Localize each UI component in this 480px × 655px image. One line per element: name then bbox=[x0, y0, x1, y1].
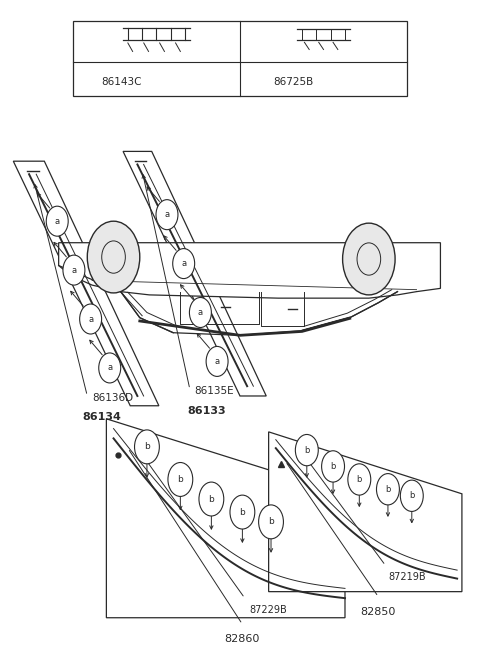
Text: b: b bbox=[304, 445, 310, 455]
Text: b: b bbox=[409, 491, 415, 500]
Text: 82850: 82850 bbox=[360, 607, 396, 616]
Circle shape bbox=[190, 297, 211, 328]
Text: 86143C: 86143C bbox=[102, 77, 142, 86]
Text: 86133: 86133 bbox=[188, 405, 226, 415]
Text: b: b bbox=[259, 77, 264, 86]
Text: 86136D: 86136D bbox=[92, 392, 133, 403]
Circle shape bbox=[259, 505, 283, 539]
Circle shape bbox=[46, 206, 68, 236]
Text: b: b bbox=[208, 495, 214, 504]
Text: 82860: 82860 bbox=[225, 634, 260, 644]
Circle shape bbox=[80, 304, 102, 334]
Text: 86725B: 86725B bbox=[274, 77, 313, 86]
Polygon shape bbox=[107, 419, 345, 618]
Text: a: a bbox=[198, 308, 203, 317]
Circle shape bbox=[376, 474, 399, 505]
Circle shape bbox=[253, 70, 270, 94]
Circle shape bbox=[348, 464, 371, 495]
Polygon shape bbox=[13, 161, 159, 405]
Polygon shape bbox=[59, 243, 441, 298]
Circle shape bbox=[322, 451, 345, 482]
Text: a: a bbox=[55, 217, 60, 226]
FancyBboxPatch shape bbox=[73, 21, 407, 96]
Text: 87229B: 87229B bbox=[250, 605, 288, 614]
Polygon shape bbox=[123, 151, 266, 396]
Text: b: b bbox=[385, 485, 391, 494]
Circle shape bbox=[199, 482, 224, 516]
Circle shape bbox=[230, 495, 255, 529]
Text: a: a bbox=[87, 77, 93, 86]
Text: a: a bbox=[181, 259, 186, 268]
Text: b: b bbox=[178, 475, 183, 484]
Circle shape bbox=[81, 70, 98, 94]
Text: 86135E: 86135E bbox=[195, 386, 234, 396]
Text: b: b bbox=[144, 442, 150, 451]
Circle shape bbox=[343, 223, 395, 295]
Circle shape bbox=[295, 434, 318, 466]
Circle shape bbox=[400, 480, 423, 512]
Text: a: a bbox=[107, 364, 112, 373]
Text: a: a bbox=[72, 266, 76, 274]
Text: b: b bbox=[357, 475, 362, 484]
Circle shape bbox=[173, 249, 195, 278]
Circle shape bbox=[99, 353, 120, 383]
Text: a: a bbox=[215, 357, 220, 366]
Circle shape bbox=[206, 346, 228, 377]
Polygon shape bbox=[269, 432, 462, 591]
Text: 86134: 86134 bbox=[83, 412, 121, 422]
Circle shape bbox=[87, 221, 140, 293]
Text: b: b bbox=[268, 517, 274, 527]
Circle shape bbox=[156, 200, 178, 230]
Text: b: b bbox=[330, 462, 336, 471]
Text: a: a bbox=[165, 210, 169, 219]
Circle shape bbox=[134, 430, 159, 464]
Text: b: b bbox=[240, 508, 245, 517]
Text: 87219B: 87219B bbox=[388, 572, 426, 582]
Circle shape bbox=[168, 462, 193, 496]
Text: a: a bbox=[88, 314, 93, 324]
Circle shape bbox=[63, 255, 85, 285]
